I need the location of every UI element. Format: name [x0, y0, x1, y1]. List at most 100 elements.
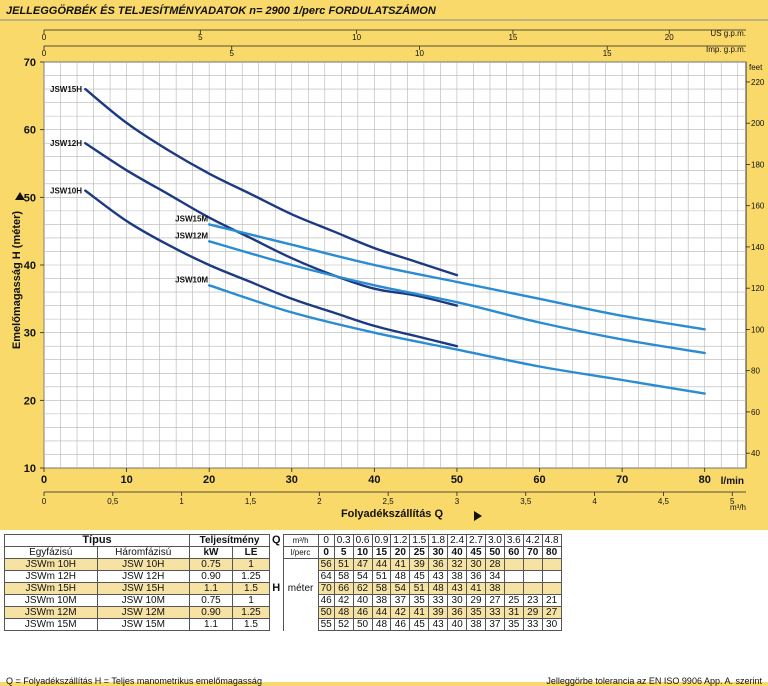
head-value: 40 [352, 594, 373, 607]
head-value: 56 [317, 558, 335, 571]
table-row: JSWm 12M JSW 12M 0.90 1.25 50 48 46 44 42 41 39 36 3… [4, 606, 562, 619]
feet-tick-label: 120 [751, 284, 765, 293]
imp-gpm-tick-label: 10 [415, 49, 424, 58]
footnote-left: Q = Folyadékszállítás H = Teljes manomet… [6, 676, 262, 686]
head-value: 66 [333, 582, 354, 595]
series-line-jsw10h [84, 189, 459, 348]
m3h-tick-label: 3,5 [520, 497, 532, 506]
header-row-2: Egyfázisú Háromfázisú kW LE l/perc 0 5 1… [4, 546, 562, 559]
axes: 0 5 10 15 200 5 10 150 10 20 30 40 50 60 70 800 0,5 1 1,5 2… [24, 29, 765, 506]
head-value [541, 570, 562, 583]
q-lperc-3: 15 [371, 546, 392, 559]
head-value: 37 [484, 618, 505, 631]
power-kw: 1.1 [189, 582, 233, 595]
us-gpm-label: US g.p.m. [710, 29, 746, 38]
y-tick-label: 30 [24, 328, 36, 340]
q-m3h-11: 4.2 [522, 534, 543, 547]
q-m3h-6: 1.8 [428, 534, 449, 547]
single-phase-model: JSWm 15H [4, 582, 98, 595]
table-row: JSWm 12H JSW 12H 0.90 1.25 64 58 54 51 48 45 43 38 3… [4, 570, 562, 583]
y-tick-label: 40 [24, 260, 36, 272]
head-value: 52 [333, 618, 354, 631]
y-tick-label: 70 [24, 57, 36, 69]
head-value: 39 [409, 558, 430, 571]
head-value [522, 582, 543, 595]
head-value [503, 558, 524, 571]
series-label-jsw12h: JSW12H [50, 139, 82, 148]
head-value: 38 [371, 594, 392, 607]
head-value: 36 [466, 570, 486, 583]
head-value: 31 [503, 606, 524, 619]
h-symbol: H [269, 582, 284, 595]
feet-tick-label: 200 [751, 119, 765, 128]
head-value: 25 [503, 594, 524, 607]
q-m3h-2: 0.6 [352, 534, 373, 547]
feet-tick-label: 160 [751, 202, 765, 211]
performance-table-body: JSWm 10H JSW 10H 0.75 1 56 51 47 44 41 39 36 32 30 28… [4, 558, 562, 631]
head-value: 42 [333, 594, 354, 607]
m3h-tick-label: 0,5 [107, 497, 119, 506]
q-lperc-6: 30 [428, 546, 449, 559]
m3h-tick-label: 5 [730, 497, 735, 506]
head-value: 41 [390, 558, 411, 571]
m3h-tick-label: 2 [317, 497, 322, 506]
x-lmin-tick-label: 10 [120, 474, 132, 486]
single-phase-model: JSWm 12H [4, 570, 98, 583]
x-lmin-tick-label: 60 [533, 474, 545, 486]
head-value: 30 [466, 558, 486, 571]
h-blank [269, 558, 284, 571]
header-row-1: Típus Teljesítmény Q m³/h 0 0.3 0.6 0.9 … [4, 534, 562, 547]
head-value: 35 [503, 618, 524, 631]
q-m3h-9: 3.0 [484, 534, 505, 547]
head-value: 48 [333, 606, 354, 619]
q-lperc-1: 5 [333, 546, 354, 559]
head-value: 29 [522, 606, 543, 619]
head-value: 50 [352, 618, 373, 631]
q-lperc-4: 20 [390, 546, 411, 559]
le-header: LE [232, 546, 270, 559]
head-value: 46 [390, 618, 411, 631]
imp-gpm-tick-label: 15 [603, 49, 612, 58]
q-lperc-9: 50 [484, 546, 505, 559]
h-unit: méter [282, 582, 319, 595]
series-line-jsw15m [208, 223, 706, 331]
head-value [522, 570, 543, 583]
head-value [503, 570, 524, 583]
table-row: JSWm 15M JSW 15M 1.1 1.5 55 52 50 48 46 45 43 40 38 3… [4, 618, 562, 631]
head-value: 27 [484, 594, 505, 607]
head-value: 58 [371, 582, 392, 595]
q-lperc-8: 45 [466, 546, 486, 559]
q-m3h-5: 1.5 [409, 534, 430, 547]
head-value: 43 [428, 570, 449, 583]
m3h-tick-label: 0 [42, 497, 47, 506]
head-value [541, 558, 562, 571]
h-blank [269, 570, 284, 583]
x-lmin-tick-label: 30 [286, 474, 298, 486]
table-row: JSWm 10H JSW 10H 0.75 1 56 51 47 44 41 39 36 32 30 28 [4, 558, 562, 571]
power-le: 1.25 [232, 606, 270, 619]
three-phase-model: JSW 15H [96, 582, 190, 595]
power-le: 1.5 [232, 618, 270, 631]
feet-tick-label: 40 [751, 449, 760, 458]
head-value: 27 [541, 606, 562, 619]
q-m3h-8: 2.7 [466, 534, 486, 547]
h-unit-blank [282, 594, 319, 607]
three-phase-model: JSW 12M [96, 606, 190, 619]
head-value: 29 [466, 594, 486, 607]
head-value: 33 [522, 618, 543, 631]
head-value: 54 [352, 570, 373, 583]
feet-tick-label: 100 [751, 325, 765, 334]
feet-tick-label: 80 [751, 367, 760, 376]
us-gpm-tick-label: 10 [352, 33, 361, 42]
three-phase-model: JSW 15M [96, 618, 190, 631]
head-value: 41 [409, 606, 430, 619]
series-layer [84, 87, 706, 395]
m3h-unit: m³/h [282, 534, 319, 547]
kw-header: kW [189, 546, 233, 559]
head-value: 28 [484, 558, 505, 571]
head-value: 44 [371, 606, 392, 619]
x-lmin-tick-label: 80 [699, 474, 711, 486]
q-lperc-10: 60 [503, 546, 524, 559]
single-phase-model: JSWm 10M [4, 594, 98, 607]
